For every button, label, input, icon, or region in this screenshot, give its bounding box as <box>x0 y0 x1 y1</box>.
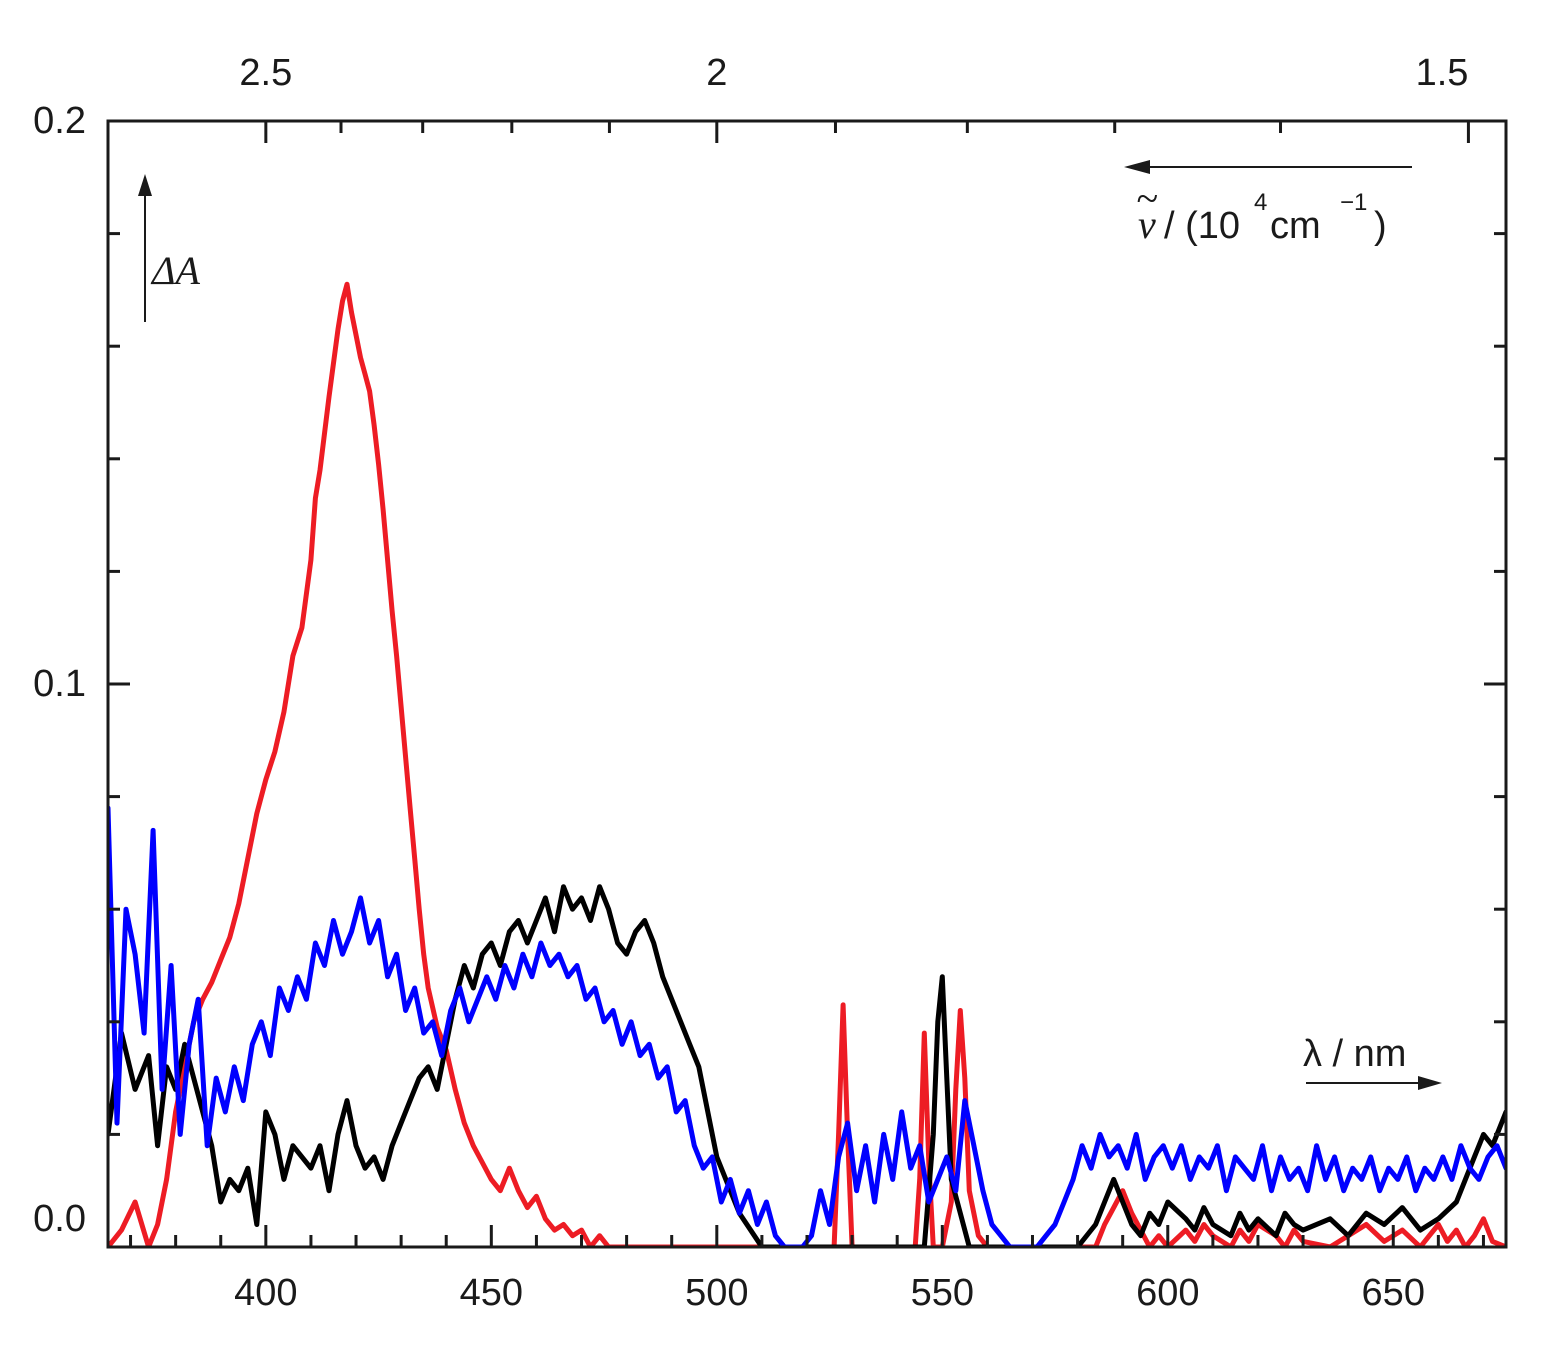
x-tick-label: 550 <box>911 1272 974 1314</box>
top-axis-label-exp: 4 <box>1254 189 1267 216</box>
series-line-1 <box>108 884 1506 1247</box>
y-axis-arrow-head <box>138 174 152 196</box>
x-axis-arrow-head <box>1418 1076 1442 1090</box>
y-axis-label: ΔA <box>150 248 200 293</box>
top-axis-label-nu: ν <box>1138 202 1156 247</box>
labels-layer: 400 450 500 550 600 650 2.5 2 1.5 0.0 0.1 0.2 <box>33 52 1468 1314</box>
x-axis-label: λ / nm <box>1303 1033 1406 1075</box>
top-axis-label-tilde: ~ <box>1136 176 1158 221</box>
series-layer <box>108 281 1506 1247</box>
x-tick-label: 450 <box>460 1272 523 1314</box>
top-tick-label: 1.5 <box>1416 52 1469 94</box>
y-tick-label: 0.2 <box>33 100 86 142</box>
y-axis-annotation: ΔA <box>138 174 200 322</box>
top-tick-label: 2.5 <box>239 52 292 94</box>
top-axis-label-cm: cm <box>1270 205 1321 247</box>
series-line-0 <box>108 281 1506 1247</box>
y-tick-label: 0.0 <box>33 1198 86 1240</box>
ticks-layer <box>108 119 1506 1249</box>
x-tick-label: 500 <box>685 1272 748 1314</box>
y-tick-label: 0.1 <box>33 663 86 705</box>
x-tick-label: 650 <box>1362 1272 1425 1314</box>
top-tick-label: 2 <box>706 52 727 94</box>
x-tick-label: 400 <box>234 1272 297 1314</box>
top-axis-arrow-head <box>1124 160 1150 174</box>
series-line-2 <box>108 805 1506 1247</box>
top-axis-annotation: ~ ν / (10 4 cm −1 ) <box>1124 160 1412 247</box>
x-tick-label: 600 <box>1136 1272 1199 1314</box>
top-axis-label-open: / (10 <box>1164 205 1240 247</box>
plot-frame <box>106 119 1508 1249</box>
top-axis-label-exp2: −1 <box>1340 189 1367 216</box>
top-axis-label-close: ) <box>1374 205 1387 247</box>
x-axis-annotation: λ / nm <box>1303 1033 1442 1090</box>
